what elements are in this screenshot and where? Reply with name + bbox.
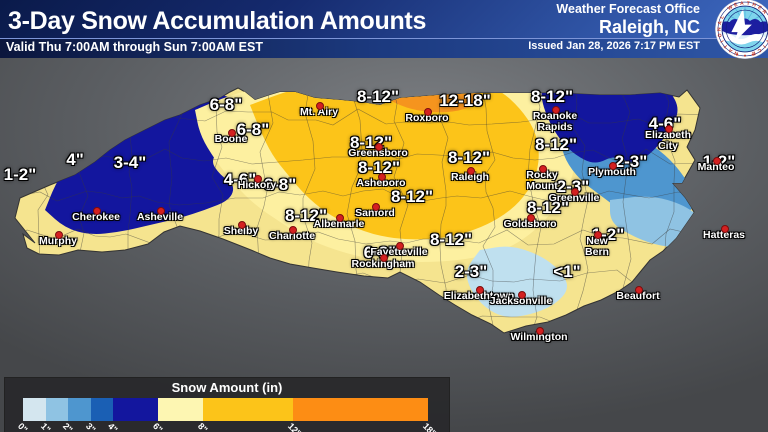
svg-text:N: N — [717, 27, 723, 31]
